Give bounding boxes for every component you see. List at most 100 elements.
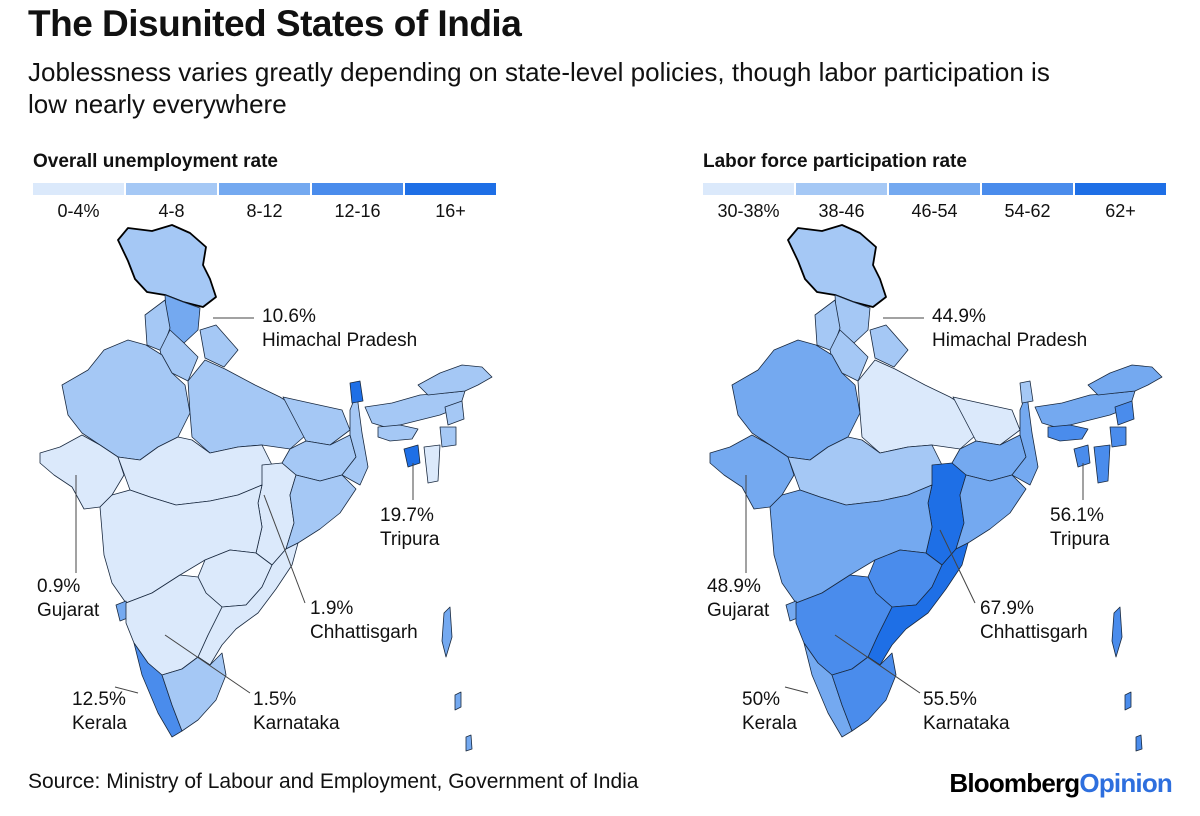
callout-value: 12.5% [72, 689, 126, 710]
callout-state: Karnataka [253, 713, 340, 734]
state-nagaland [1114, 400, 1135, 426]
state-manipur [1109, 426, 1127, 448]
state-tamil-nadu [161, 652, 227, 732]
chart-title: The Disunited States of India [28, 3, 522, 44]
callout-state: Himachal Pradesh [262, 330, 418, 351]
state-sikkim [1019, 380, 1034, 404]
participation-legend-swatch-4 [1075, 183, 1166, 195]
callout-state: Karnataka [923, 713, 1010, 734]
unemployment-legend-swatch-4 [405, 183, 496, 195]
callout-value: 10.6% [262, 306, 316, 327]
unemployment-legend-label: 0-4% [57, 201, 100, 221]
state-manipur [439, 426, 457, 448]
state-jammu-and-kashmir [787, 224, 887, 308]
callout-leaders [75, 317, 414, 694]
unemployment-legend-label: 4-8 [158, 201, 185, 221]
participation-legend-title: Labor force participation rate [703, 151, 967, 172]
participation-legend-swatch-1 [796, 183, 887, 195]
participation-legend-label: 38-46 [818, 201, 865, 221]
unemployment-legend-swatch-3 [312, 183, 403, 195]
state-tamil-nadu [831, 652, 897, 732]
callout-state: Gujarat [37, 600, 100, 621]
unemployment-legend-swatch-2 [219, 183, 310, 195]
unemployment-map-panel: Overall unemployment rate 0-4% 4-8 8-12 … [0, 145, 540, 765]
callout-kerala-unemployment: 12.5% Kerala [72, 688, 127, 736]
state-tripura [403, 444, 421, 468]
unemployment-map [39, 224, 493, 752]
unemployment-legend-label: 16+ [435, 201, 466, 221]
unemployment-legend-label: 12-16 [334, 201, 381, 221]
callout-state: Tripura [1050, 529, 1110, 550]
source-note: Source: Ministry of Labour and Employmen… [28, 770, 639, 793]
state-nagaland [444, 400, 465, 426]
participation-map [709, 224, 1163, 752]
state-uttar-pradesh [857, 359, 977, 454]
callout-state: Gujarat [707, 600, 770, 621]
callout-kerala-participation: 50% Kerala [742, 688, 797, 736]
unemployment-legend-title: Overall unemployment rate [33, 151, 278, 172]
callout-gujarat-unemployment: 0.9% Gujarat [37, 575, 99, 623]
unemployment-legend-swatch-0 [33, 183, 124, 195]
callout-state: Kerala [72, 713, 127, 734]
state-odisha [955, 474, 1027, 550]
callout-tripura-unemployment: 19.7% Tripura [380, 504, 439, 552]
callout-chhattisgarh-participation: 67.9% Chhattisgarh [980, 597, 1088, 645]
callout-himachal-participation: 44.9% Himachal Pradesh [932, 305, 1087, 353]
participation-legend-swatch-2 [889, 183, 980, 195]
state-tripura [1073, 444, 1091, 468]
unemployment-legend-label: 8-12 [246, 201, 283, 221]
callout-leaders [745, 317, 1084, 694]
callout-state: Himachal Pradesh [932, 330, 1088, 351]
callout-value: 44.9% [932, 306, 986, 327]
callout-state: Chhattisgarh [980, 622, 1088, 643]
callout-value: 19.7% [380, 505, 434, 526]
callout-tripura-participation: 56.1% Tripura [1050, 504, 1109, 552]
participation-legend-swatch-0 [703, 183, 794, 195]
callout-value: 1.9% [310, 598, 354, 619]
callout-karnataka-participation: 55.5% Karnataka [923, 688, 1010, 736]
callout-value: 1.5% [253, 689, 297, 710]
state-andhra-pradesh [867, 542, 969, 666]
participation-legend-label: 54-62 [1004, 201, 1051, 221]
callout-state: Kerala [742, 713, 797, 734]
unemployment-legend: 0-4% 4-8 8-12 12-16 16+ [33, 183, 496, 223]
state-uttar-pradesh [187, 359, 307, 454]
callout-value: 55.5% [923, 689, 977, 710]
state-andaman-and-nicobar [1111, 606, 1143, 752]
brand-opinion: Opinion [1079, 768, 1172, 798]
unemployment-legend-swatch-1 [126, 183, 217, 195]
state-uttarakhand [869, 324, 909, 368]
brand-bloomberg: Bloomberg [949, 768, 1080, 798]
participation-legend-label: 30-38% [717, 201, 780, 221]
callout-karnataka-unemployment: 1.5% Karnataka [253, 688, 340, 736]
participation-legend-label: 46-54 [911, 201, 958, 221]
state-arunachal-pradesh [1087, 364, 1163, 396]
state-andaman-and-nicobar [441, 606, 473, 752]
state-meghalaya [377, 424, 419, 442]
state-mizoram [1093, 444, 1111, 484]
callout-value: 56.1% [1050, 505, 1104, 526]
state-odisha [285, 474, 357, 550]
bloomberg-opinion-logo: BloombergOpinion [949, 768, 1172, 799]
state-arunachal-pradesh [417, 364, 493, 396]
participation-map-panel: Labor force participation rate 30-38% 38… [670, 145, 1200, 765]
callout-value: 67.9% [980, 598, 1034, 619]
state-andhra-pradesh [197, 542, 299, 666]
callout-state: Chhattisgarh [310, 622, 418, 643]
state-uttarakhand [199, 324, 239, 368]
callout-value: 50% [742, 689, 781, 710]
state-meghalaya [1047, 424, 1089, 442]
callout-himachal-unemployment: 10.6% Himachal Pradesh [262, 305, 417, 353]
callout-state: Tripura [380, 529, 440, 550]
callout-gujarat-participation: 48.9% Gujarat [707, 575, 769, 623]
state-mizoram [423, 444, 441, 484]
participation-legend: 30-38% 38-46 46-54 54-62 62+ [703, 183, 1166, 223]
state-jammu-and-kashmir [117, 224, 217, 308]
state-sikkim [349, 380, 364, 404]
participation-legend-label: 62+ [1105, 201, 1136, 221]
callout-chhattisgarh-unemployment: 1.9% Chhattisgarh [310, 597, 418, 645]
callout-value: 0.9% [37, 576, 81, 597]
participation-legend-swatch-3 [982, 183, 1073, 195]
chart-subtitle: Joblessness varies greatly depending on … [28, 57, 1050, 119]
callout-value: 48.9% [707, 576, 761, 597]
